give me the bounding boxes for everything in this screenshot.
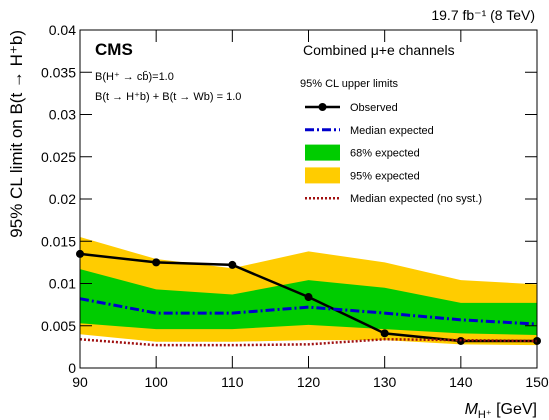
y-tick-label: 0.03 (49, 107, 76, 123)
y-tick-label: 0.04 (49, 22, 76, 38)
legend-swatch (305, 167, 340, 184)
legend-swatch (305, 144, 340, 161)
marker (228, 260, 237, 269)
x-tick-label: 130 (373, 374, 397, 390)
y-tick-label: 0.015 (41, 233, 76, 249)
y-tick-label: 0.01 (49, 276, 76, 292)
legend-label: 68% expected (350, 148, 420, 160)
x-tick-label: 140 (449, 374, 473, 390)
x-tick-label: 110 (221, 374, 244, 390)
channel-label: Combined μ+e channels (303, 42, 455, 58)
band (80, 269, 537, 336)
x-tick-label: 90 (72, 374, 88, 390)
y-tick-label: 0.02 (49, 191, 76, 207)
y-axis-label: 95% CL limit on B(t → H⁺b) (7, 30, 26, 238)
legend-title: 95% CL upper limits (300, 78, 399, 90)
legend-label: Observed (350, 102, 398, 114)
y-tick-label: 0.025 (41, 149, 76, 165)
x-tick-label: 100 (144, 374, 168, 390)
x-axis-label: MH⁺ [GeV] (465, 401, 537, 420)
x-label-unit: [GeV] (492, 401, 537, 418)
marker (304, 293, 313, 302)
legend-label: 95% expected (350, 170, 420, 182)
legend-marker (318, 103, 327, 111)
x-label-symbol: M (465, 401, 479, 418)
marker (152, 258, 161, 267)
marker (380, 329, 389, 338)
experiment: CMS (95, 40, 133, 59)
legend-label: Median expected (350, 125, 434, 137)
series-line (79, 297, 538, 326)
lumi: 19.7 fb⁻¹ (8 TeV) (431, 7, 535, 23)
y-tick-label: 0.035 (41, 64, 76, 80)
y-tick-label: 0 (68, 360, 76, 376)
y-tick-label: 0.005 (41, 318, 76, 334)
series-line (79, 338, 538, 347)
x-tick-label: 120 (297, 374, 321, 390)
legend-label: Median expected (no syst.) (350, 193, 482, 205)
x-label-subscript: H⁺ (478, 409, 492, 420)
annotation: B(t → H⁺b) + B(t → Wb) = 1.0 (95, 91, 241, 103)
annotation: B(H⁺ → cb̄)=1.0 (95, 70, 174, 83)
x-tick-label: 150 (525, 374, 549, 390)
